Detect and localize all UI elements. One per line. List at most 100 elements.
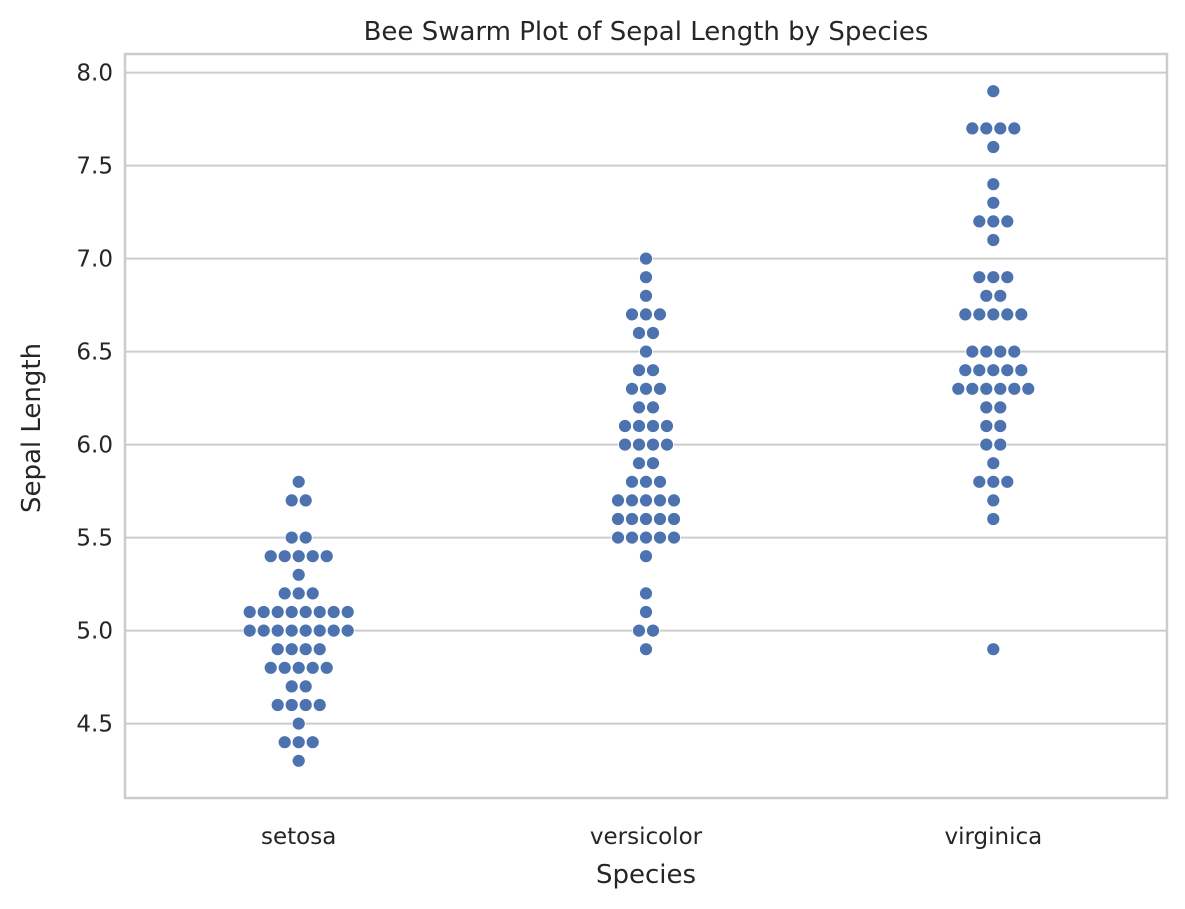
data-point-virginica (1014, 363, 1029, 378)
data-point-virginica (1007, 121, 1022, 136)
data-point-setosa (291, 753, 306, 768)
data-point-versicolor (618, 437, 632, 452)
data-point-setosa (291, 735, 306, 750)
x-tick-label: versicolor (590, 824, 703, 850)
data-point-virginica (979, 288, 994, 303)
data-point-virginica (993, 419, 1008, 433)
plot-frame (123, 52, 1169, 800)
data-point-versicolor (611, 530, 625, 545)
data-point-setosa (277, 735, 292, 750)
data-point-virginica (986, 195, 1001, 210)
data-point-versicolor (660, 437, 674, 452)
data-point-setosa (284, 530, 299, 545)
data-point-virginica (979, 437, 994, 452)
data-point-virginica (1000, 214, 1015, 229)
data-point-virginica (986, 233, 1001, 247)
data-point-virginica (972, 307, 987, 322)
data-point-setosa (298, 530, 313, 545)
data-point-setosa (270, 605, 285, 619)
data-point-setosa (256, 605, 271, 619)
data-point-virginica (993, 381, 1008, 396)
data-point-setosa (284, 493, 299, 508)
data-point-virginica (1007, 344, 1022, 359)
data-point-versicolor (632, 437, 646, 452)
data-point-versicolor (639, 530, 653, 545)
data-point-setosa (298, 698, 313, 712)
data-point-versicolor (625, 474, 639, 489)
data-point-versicolor (632, 363, 646, 378)
data-point-versicolor (639, 288, 653, 303)
data-point-versicolor (653, 307, 667, 322)
data-point-versicolor (618, 419, 632, 433)
data-point-setosa (312, 605, 327, 619)
data-point-virginica (986, 84, 1001, 99)
x-tick-label: setosa (261, 824, 336, 850)
data-point-setosa (291, 549, 306, 564)
y-tick-label: 4.5 (76, 712, 113, 738)
data-point-virginica (993, 400, 1008, 415)
data-point-virginica (951, 381, 966, 396)
data-point-setosa (340, 623, 355, 638)
data-point-versicolor (660, 419, 674, 433)
data-point-setosa (284, 679, 299, 694)
x-tick-labels: setosa versicolor virginica (261, 824, 1042, 850)
data-point-setosa (284, 623, 299, 638)
data-point-versicolor (639, 307, 653, 322)
data-point-setosa (326, 605, 341, 619)
data-point-versicolor (639, 344, 653, 359)
data-point-setosa (298, 623, 313, 638)
data-point-setosa (298, 642, 313, 657)
y-tick-label: 5.5 (76, 526, 113, 552)
y-tick-labels: 4.5 5.0 5.5 6.0 6.5 7.0 7.5 8.0 (76, 61, 113, 738)
data-point-virginica (993, 121, 1008, 136)
data-point-virginica (972, 474, 987, 489)
data-point-versicolor (639, 586, 653, 601)
data-point-virginica (979, 419, 994, 433)
data-point-virginica (986, 456, 1001, 471)
data-point-setosa (263, 660, 278, 675)
data-point-virginica (993, 344, 1008, 359)
data-point-virginica (979, 381, 994, 396)
data-point-virginica (993, 288, 1008, 303)
data-point-versicolor (639, 381, 653, 396)
data-point-virginica (958, 363, 973, 378)
y-tick-label: 8.0 (76, 61, 113, 87)
data-point-virginica (965, 344, 980, 359)
data-point-versicolor (646, 623, 660, 638)
data-point-versicolor (646, 363, 660, 378)
data-point-virginica (1021, 381, 1036, 396)
data-point-setosa (277, 549, 292, 564)
data-points (242, 84, 1036, 768)
y-tick-label: 5.0 (76, 619, 113, 645)
y-tick-label: 6.0 (76, 433, 113, 459)
data-point-versicolor (653, 530, 667, 545)
data-point-virginica (986, 307, 1001, 322)
data-point-virginica (972, 270, 987, 285)
data-point-setosa (312, 642, 327, 657)
data-point-setosa (305, 660, 320, 675)
data-point-versicolor (611, 493, 625, 508)
data-point-versicolor (639, 642, 653, 657)
data-point-virginica (986, 177, 1001, 192)
data-point-virginica (986, 214, 1001, 229)
data-point-setosa (319, 549, 334, 564)
data-point-versicolor (646, 419, 660, 433)
data-point-setosa (319, 660, 334, 675)
data-point-versicolor (653, 512, 667, 526)
data-point-virginica (993, 437, 1008, 452)
data-point-virginica (972, 363, 987, 378)
data-point-versicolor (653, 474, 667, 489)
data-point-virginica (965, 121, 980, 136)
data-point-setosa (277, 660, 292, 675)
data-point-versicolor (632, 456, 646, 471)
x-tick-label: virginica (944, 824, 1042, 850)
data-point-setosa (298, 679, 313, 694)
data-point-versicolor (653, 493, 667, 508)
data-point-versicolor (625, 307, 639, 322)
data-point-versicolor (639, 270, 653, 285)
data-point-setosa (242, 623, 257, 638)
data-point-setosa (305, 735, 320, 750)
data-point-setosa (242, 605, 257, 619)
data-point-setosa (340, 605, 355, 619)
